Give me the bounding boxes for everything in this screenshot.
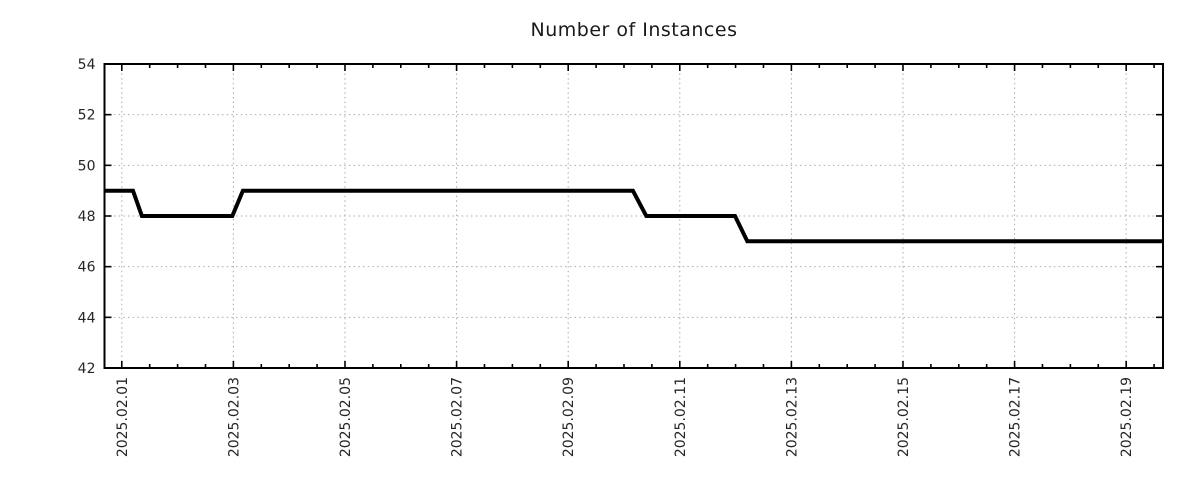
x-tick-label: 2025.02.13 xyxy=(784,377,800,457)
y-tick-label: 48 xyxy=(78,209,96,225)
series-line-instances xyxy=(104,188,1163,244)
x-tick-label: 2025.02.19 xyxy=(1119,377,1135,457)
x-tick-label: 2025.02.15 xyxy=(896,377,912,457)
x-tick-label: 2025.02.11 xyxy=(673,377,689,457)
x-tick-label: 2025.02.09 xyxy=(561,377,577,457)
x-tick-label: 2025.02.07 xyxy=(450,377,466,457)
x-tick-label: 2025.02.05 xyxy=(338,377,354,457)
y-tick-label: 42 xyxy=(78,361,96,377)
chart-title: Number of Instances xyxy=(530,19,738,41)
x-tick-label: 2025.02.01 xyxy=(115,377,131,457)
y-tick-label: 52 xyxy=(78,108,96,124)
plot-border xyxy=(103,63,1164,369)
x-tick-label: 2025.02.17 xyxy=(1008,377,1024,457)
y-tick-label: 46 xyxy=(78,260,96,276)
y-tick-label: 44 xyxy=(78,310,96,326)
x-tick-label: 2025.02.03 xyxy=(226,377,242,457)
y-tick-label: 54 xyxy=(78,57,96,73)
y-tick-label: 50 xyxy=(78,158,96,174)
